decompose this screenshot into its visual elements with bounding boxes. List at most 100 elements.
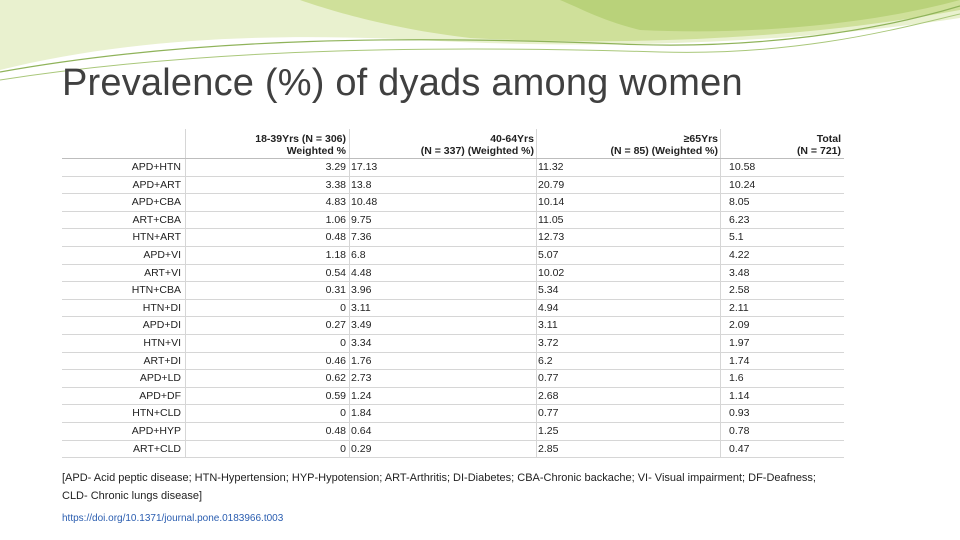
table-row: HTN+ART 0.48 7.36 12.73 5.1 <box>62 228 844 247</box>
value-65-plus: 3.72 <box>536 334 721 353</box>
dyad-cell: HTN+CLD <box>62 404 186 423</box>
value-40-64: 1.24 <box>349 387 537 406</box>
value-18-39: 0.54 <box>185 264 350 283</box>
value-18-39: 0 <box>185 440 350 459</box>
header-total: Total (N = 721) <box>720 129 844 159</box>
dyad-cell: HTN+VI <box>62 334 186 353</box>
value-18-39: 0.31 <box>185 281 350 300</box>
table-row: APD+ART 3.38 13.8 20.79 10.24 <box>62 176 844 195</box>
value-40-64: 3.96 <box>349 281 537 300</box>
value-18-39: 0.27 <box>185 316 350 335</box>
value-40-64: 3.34 <box>349 334 537 353</box>
header-65-plus: ≥65Yrs (N = 85) (Weighted %) <box>536 129 721 159</box>
table-header-row: 18-39Yrs (N = 306) Weighted % 40-64Yrs (… <box>62 129 844 159</box>
value-18-39: 1.18 <box>185 246 350 265</box>
value-total: 4.22 <box>720 246 844 265</box>
value-65-plus: 3.11 <box>536 316 721 335</box>
value-total: 1.6 <box>720 369 844 388</box>
value-18-39: 0.62 <box>185 369 350 388</box>
value-18-39: 1.06 <box>185 211 350 230</box>
value-65-plus: 12.73 <box>536 228 721 247</box>
header-dyad <box>62 129 186 159</box>
table-row: HTN+CBA 0.31 3.96 5.34 2.58 <box>62 281 844 300</box>
value-40-64: 3.49 <box>349 316 537 335</box>
value-total: 0.47 <box>720 440 844 459</box>
value-65-plus: 11.32 <box>536 158 721 177</box>
table-row: HTN+DI 0 3.11 4.94 2.11 <box>62 299 844 318</box>
header-18-39-line1: 18-39Yrs (N = 306) <box>255 133 346 145</box>
dyad-cell: HTN+ART <box>62 228 186 247</box>
value-total: 6.23 <box>720 211 844 230</box>
dyad-cell: APD+DI <box>62 316 186 335</box>
slide-title: Prevalence (%) of dyads among women <box>62 62 743 104</box>
value-total: 2.11 <box>720 299 844 318</box>
value-18-39: 3.29 <box>185 158 350 177</box>
table-row: APD+HYP 0.48 0.64 1.25 0.78 <box>62 422 844 441</box>
value-40-64: 17.13 <box>349 158 537 177</box>
value-65-plus: 5.34 <box>536 281 721 300</box>
dyad-cell: ART+VI <box>62 264 186 283</box>
table-row: APD+DF 0.59 1.24 2.68 1.14 <box>62 387 844 406</box>
table-row: HTN+VI 0 3.34 3.72 1.97 <box>62 334 844 353</box>
value-total: 10.58 <box>720 158 844 177</box>
dyad-cell: APD+VI <box>62 246 186 265</box>
header-40-64-line2: (N = 337) (Weighted %) <box>420 145 534 157</box>
value-65-plus: 2.85 <box>536 440 721 459</box>
value-18-39: 0 <box>185 404 350 423</box>
value-65-plus: 10.14 <box>536 193 721 212</box>
value-40-64: 7.36 <box>349 228 537 247</box>
value-65-plus: 4.94 <box>536 299 721 318</box>
dyad-cell: ART+CBA <box>62 211 186 230</box>
header-65-plus-line1: ≥65Yrs <box>683 133 718 145</box>
value-40-64: 3.11 <box>349 299 537 318</box>
value-total: 3.48 <box>720 264 844 283</box>
table-row: ART+CLD 0 0.29 2.85 0.47 <box>62 440 844 459</box>
value-18-39: 0 <box>185 299 350 318</box>
value-total: 1.74 <box>720 352 844 371</box>
value-65-plus: 20.79 <box>536 176 721 195</box>
header-40-64-line1: 40-64Yrs <box>490 133 534 145</box>
value-40-64: 6.8 <box>349 246 537 265</box>
value-total: 0.78 <box>720 422 844 441</box>
value-40-64: 10.48 <box>349 193 537 212</box>
dyad-cell: HTN+DI <box>62 299 186 318</box>
table-row: APD+DI 0.27 3.49 3.11 2.09 <box>62 316 844 335</box>
value-18-39: 0.48 <box>185 228 350 247</box>
value-65-plus: 0.77 <box>536 404 721 423</box>
value-total: 1.97 <box>720 334 844 353</box>
value-total: 0.93 <box>720 404 844 423</box>
value-18-39: 0.59 <box>185 387 350 406</box>
value-total: 5.1 <box>720 228 844 247</box>
value-total: 10.24 <box>720 176 844 195</box>
table-row: APD+LD 0.62 2.73 0.77 1.6 <box>62 369 844 388</box>
dyad-cell: APD+CBA <box>62 193 186 212</box>
dyad-cell: APD+DF <box>62 387 186 406</box>
value-18-39: 4.83 <box>185 193 350 212</box>
dyad-cell: ART+DI <box>62 352 186 371</box>
header-65-plus-line2: (N = 85) (Weighted %) <box>610 145 718 157</box>
value-65-plus: 5.07 <box>536 246 721 265</box>
value-total: 1.14 <box>720 387 844 406</box>
header-total-line2: (N = 721) <box>796 145 841 157</box>
dyad-cell: APD+LD <box>62 369 186 388</box>
value-65-plus: 10.02 <box>536 264 721 283</box>
value-40-64: 1.84 <box>349 404 537 423</box>
value-65-plus: 0.77 <box>536 369 721 388</box>
header-18-39-line2: Weighted % <box>286 145 346 157</box>
dyads-prevalence-table: 18-39Yrs (N = 306) Weighted % 40-64Yrs (… <box>62 129 844 459</box>
value-18-39: 3.38 <box>185 176 350 195</box>
header-swoosh-decoration <box>0 0 960 81</box>
header-40-64: 40-64Yrs (N = 337) (Weighted %) <box>349 129 537 159</box>
table-row: HTN+CLD 0 1.84 0.77 0.93 <box>62 404 844 423</box>
value-total: 8.05 <box>720 193 844 212</box>
dyad-cell: APD+HTN <box>62 158 186 177</box>
table-row: ART+CBA 1.06 9.75 11.05 6.23 <box>62 211 844 230</box>
value-40-64: 0.29 <box>349 440 537 459</box>
value-65-plus: 6.2 <box>536 352 721 371</box>
table-row: ART+DI 0.46 1.76 6.2 1.74 <box>62 352 844 371</box>
dyad-cell: APD+ART <box>62 176 186 195</box>
table-row: APD+VI 1.18 6.8 5.07 4.22 <box>62 246 844 265</box>
doi-link[interactable]: https://doi.org/10.1371/journal.pone.018… <box>62 513 284 524</box>
value-18-39: 0.48 <box>185 422 350 441</box>
value-65-plus: 2.68 <box>536 387 721 406</box>
